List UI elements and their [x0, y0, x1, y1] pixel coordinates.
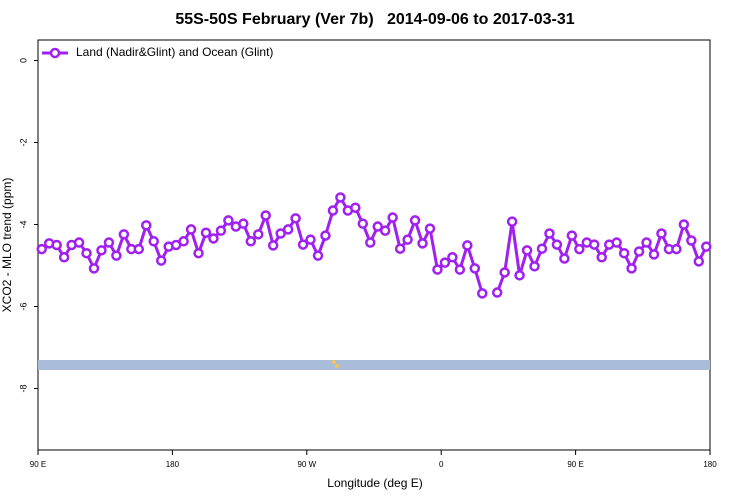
data-point: [387, 212, 398, 223]
data-point: [611, 237, 622, 248]
y-tick-label: -6: [18, 302, 28, 310]
data-point: [499, 267, 510, 278]
data-point: [297, 239, 309, 250]
data-point: [185, 224, 197, 235]
data-point: [656, 228, 667, 239]
data-point: [491, 287, 503, 298]
data-point: [267, 240, 279, 251]
data-point: [648, 249, 660, 260]
data-point: [133, 243, 145, 255]
data-point: [238, 218, 249, 229]
data-point: [529, 261, 540, 272]
data-point: [193, 247, 204, 259]
data-point: [574, 243, 585, 255]
data-point: [596, 252, 607, 263]
legend-marker: [49, 47, 61, 59]
data-point: [454, 264, 466, 275]
data-point: [477, 288, 488, 299]
legend-label: Land (Nadir&Glint) and Ocean (Glint): [76, 45, 273, 59]
data-point: [260, 210, 271, 221]
data-point: [36, 243, 47, 255]
data-point: [350, 202, 361, 213]
data-point: [626, 263, 637, 274]
data-point: [58, 252, 70, 263]
data-point: [357, 218, 369, 229]
data-point: [327, 205, 339, 216]
data-point: [372, 221, 383, 232]
data-point: [424, 223, 436, 234]
data-point: [536, 243, 548, 254]
data-point: [118, 229, 130, 240]
data-point: [305, 234, 316, 245]
x-tick-label: 180: [166, 460, 180, 469]
data-point: [178, 236, 189, 247]
data-point: [208, 233, 219, 244]
data-point: [618, 247, 630, 259]
data-point: [514, 270, 525, 281]
data-point: [439, 257, 451, 268]
data-point: [223, 215, 234, 226]
data-point: [432, 264, 443, 275]
data-point: [589, 239, 600, 250]
data-point: [51, 239, 62, 251]
data-point: [312, 250, 324, 261]
data-point: [81, 247, 92, 259]
data-point: [641, 237, 652, 248]
data-point: [701, 241, 712, 252]
x-axis-label: Longitude (deg E): [327, 476, 422, 490]
data-point: [88, 263, 100, 274]
data-point: [678, 219, 690, 230]
data-point: [379, 225, 391, 236]
data-point: [566, 230, 578, 241]
data-point: [417, 238, 428, 249]
data-point: [671, 243, 682, 255]
x-tick-label: 90 E: [567, 460, 583, 469]
data-point: [282, 224, 294, 235]
data-point: [103, 237, 115, 248]
data-point: [506, 216, 518, 227]
map-land: [335, 364, 339, 368]
data-point: [521, 245, 533, 256]
x-tick-label: 180: [703, 460, 717, 469]
data-point: [462, 240, 473, 251]
data-point: [686, 235, 697, 246]
data-point: [551, 239, 563, 250]
data-point: [200, 227, 212, 238]
y-tick-label: -4: [18, 220, 28, 228]
data-point: [544, 228, 555, 239]
chart-title: 55S-50S February (Ver 7b) 2014-09-06 to …: [175, 11, 574, 28]
data-point: [365, 237, 376, 248]
y-tick-label: 0: [18, 58, 28, 63]
data-point: [447, 252, 458, 263]
data-point: [402, 234, 413, 245]
data-point: [253, 229, 264, 240]
y-tick-label: -2: [18, 138, 28, 146]
data-point: [96, 245, 107, 256]
y-tick-label: -8: [18, 384, 28, 392]
data-point: [73, 237, 85, 248]
data-point: [275, 228, 286, 239]
data-point: [111, 250, 122, 261]
x-tick-label: 0: [439, 460, 444, 469]
data-point: [335, 192, 346, 203]
data-point: [155, 255, 167, 266]
map-land: [332, 360, 336, 364]
data-point: [409, 215, 421, 226]
data-point: [394, 243, 406, 254]
y-axis-label: XCO2 - MLO trend (ppm): [0, 178, 14, 313]
x-tick-label: 90 W: [297, 460, 316, 469]
data-point: [320, 230, 331, 241]
data-point: [215, 225, 227, 236]
data-point: [559, 253, 570, 264]
map-strip: [38, 360, 710, 370]
data-point: [141, 220, 152, 231]
data-point: [245, 236, 257, 247]
data-point: [148, 236, 159, 247]
data-point: [633, 246, 645, 257]
data-point: [693, 256, 705, 267]
data-point: [290, 213, 301, 224]
x-tick-label: 90 E: [30, 460, 46, 469]
data-point: [469, 263, 481, 274]
